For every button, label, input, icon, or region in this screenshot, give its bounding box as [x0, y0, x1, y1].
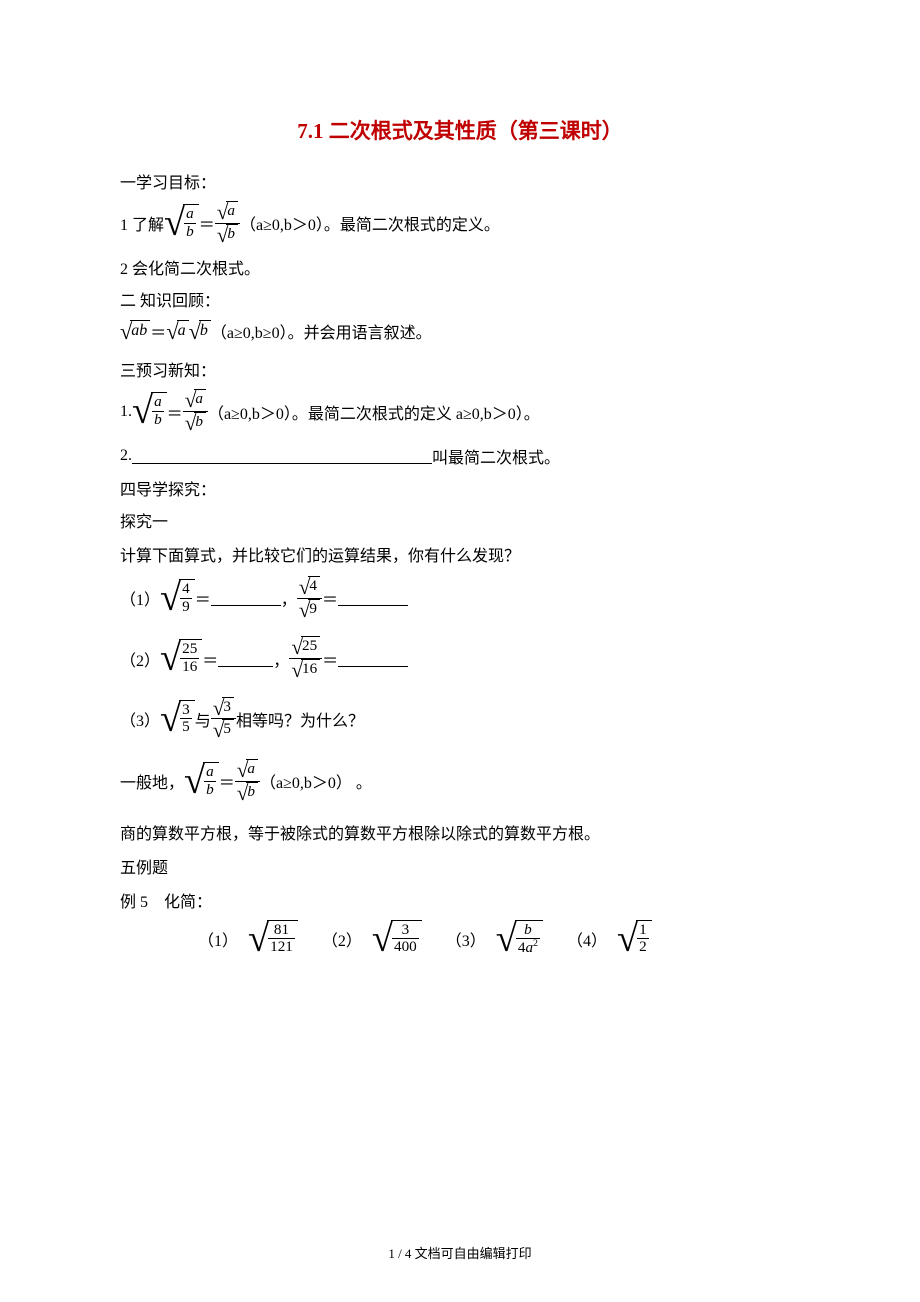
s3-item1: 1. √ab ＝ √a√b （a≥0,b＞0）。最简二次根式的定义 a≥0,b＞…	[120, 389, 800, 433]
section2-heading: 二 知识回顾：	[120, 287, 800, 311]
s1-item1-suffix: （a≥0,b＞0）。最简二次根式的定义。	[240, 211, 500, 235]
problem-3: （3） √35 与 √3√5 相等吗？为什么？	[120, 697, 800, 741]
rule-sentence: 商的算数平方根，等于被除式的算数平方根除以除式的算数平方根。	[120, 818, 800, 846]
s3-item1-suffix: （a≥0,b＞0）。最简二次根式的定义 a≥0,b＞0）。	[208, 400, 540, 424]
s2-suffix: （a≥0,b≥0）。并会用语言叙述。	[211, 319, 432, 343]
s3-item2-suffix: 叫最简二次根式。	[432, 444, 560, 468]
s3-item1-prefix: 1.	[120, 403, 132, 421]
s3-item2-prefix: 2.	[120, 447, 132, 465]
section4-heading: 四导学探究：	[120, 476, 800, 500]
ex-2: （2） √3400	[322, 920, 422, 958]
example5-heading: 例 5 化简：	[120, 886, 800, 914]
section3-heading: 三预习新知：	[120, 357, 800, 381]
answer-blank	[218, 651, 273, 667]
ex-3: （3） √b4a2	[446, 920, 543, 958]
page-footer: 1 / 4 文档可自由编辑打印	[0, 1243, 920, 1262]
section5-heading: 五例题	[120, 852, 800, 880]
general-rule: 一般地， √ab ＝ √a√b （a≥0,b＞0） 。	[120, 759, 800, 803]
problem-2: （2） √2516 ＝ ， √25√16 ＝	[120, 636, 800, 680]
s1-item1: 1 了解 √ab ＝ √a√b （a≥0,b＞0）。最简二次根式的定义。	[120, 201, 800, 245]
page-title: 7.1 二次根式及其性质（第三课时）	[120, 115, 800, 145]
ex-4: （4） √12	[567, 920, 652, 958]
problem-1: （1） √49 ＝ ， √4√9 ＝	[120, 576, 800, 620]
answer-blank	[211, 590, 281, 606]
fill-blank	[132, 448, 432, 464]
answer-blank	[338, 590, 408, 606]
s4-intro: 计算下面算式，并比较它们的运算结果，你有什么发现？	[120, 540, 800, 568]
ex-1: （1） √81121	[198, 920, 298, 958]
s3-item2: 2. 叫最简二次根式。	[120, 442, 800, 470]
example-row: （1） √81121 （2） √3400 （3） √b4a2 （4） √12	[198, 920, 800, 958]
answer-blank	[338, 651, 408, 667]
product-rule-formula: √ab ＝ √a √b	[120, 319, 211, 343]
s2-formula-line: √ab ＝ √a √b （a≥0,b≥0）。并会用语言叙述。	[120, 317, 800, 345]
s1-item1-prefix: 1 了解	[120, 211, 164, 235]
section1-heading: 一学习目标：	[120, 169, 800, 193]
s4-sub: 探究一	[120, 506, 800, 534]
s1-item2: 2 会化简二次根式。	[120, 253, 800, 281]
quotient-rule-formula: √ab ＝ √a√b	[164, 201, 240, 245]
